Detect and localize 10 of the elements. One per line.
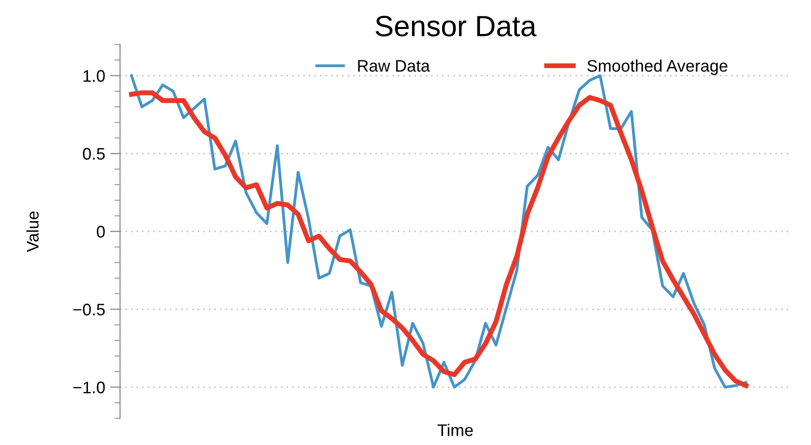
y-tick-label: 0 <box>96 226 105 238</box>
y-tick-label: 0.5 <box>82 148 105 160</box>
y-tick-label: −0.5 <box>73 304 105 316</box>
chart-title: Sensor Data <box>376 16 536 36</box>
y-axis-title: Value <box>26 211 39 252</box>
y-tick-label: −1.0 <box>73 382 105 394</box>
legend-label: Raw Data <box>358 60 430 72</box>
y-tick-label: 1.0 <box>84 70 105 82</box>
legend-label: Smoothed Average <box>587 60 728 76</box>
x-axis-title: Time <box>438 424 473 436</box>
